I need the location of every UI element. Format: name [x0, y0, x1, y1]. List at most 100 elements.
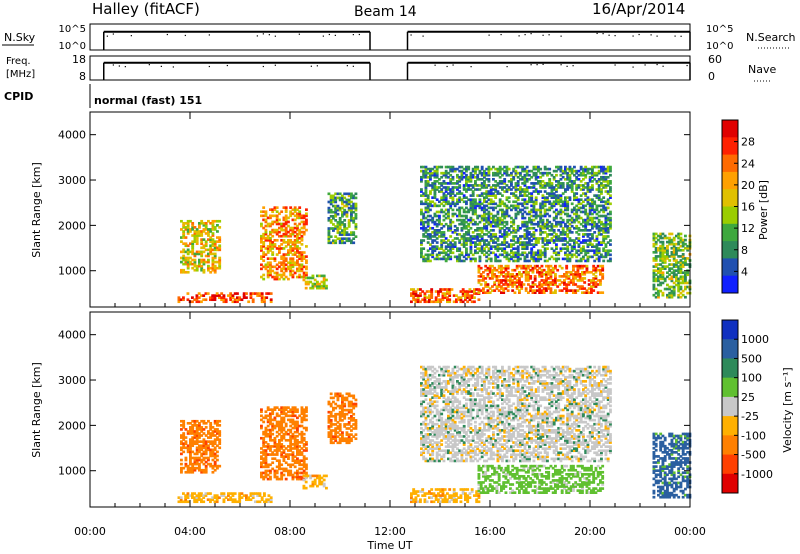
power-echo-cell [483, 182, 486, 185]
power-echo-cell [180, 228, 183, 231]
power-echo-cell [503, 202, 507, 206]
power-echo-cell [440, 182, 444, 185]
power-echo-cell [498, 231, 502, 234]
power-echo-cell [474, 200, 477, 204]
power-echo-cell [458, 184, 462, 187]
power-echo-cell [539, 208, 543, 212]
power-echo-cell [489, 245, 493, 248]
power-echo-cell [521, 198, 525, 202]
power-echo-cell [497, 264, 501, 268]
power-echo-cell [282, 265, 286, 269]
power-echo-cell [209, 248, 213, 252]
power-echo-cell [269, 298, 273, 302]
power-echo-cell [462, 194, 466, 197]
power-echo-cell [572, 277, 575, 280]
power-echo-cell [601, 291, 605, 294]
power-echo-cell [193, 260, 197, 264]
power-echo-cell [532, 226, 536, 230]
power-echo-cell [345, 200, 349, 204]
power-echo-cell [447, 239, 450, 242]
power-echo-cell [440, 188, 444, 191]
power-echo-cell [547, 281, 551, 284]
power-echo-cell [433, 188, 437, 191]
power-echo-cell [491, 268, 494, 272]
power-echo-cell [433, 220, 437, 224]
power-echo-cell [460, 177, 464, 181]
power-echo-cell [289, 251, 293, 254]
power-echo-cell [507, 188, 511, 191]
power-echo-cell [466, 294, 470, 297]
power-echo-cell [570, 202, 574, 206]
power-echo-cell [424, 192, 428, 195]
power-echo-cell [266, 249, 270, 252]
power-echo-cell [458, 233, 462, 236]
power-echo-cell [433, 235, 437, 238]
power-echo-cell [266, 216, 270, 220]
power-echo-cell [266, 275, 270, 279]
power-echo-cell [511, 279, 515, 282]
power-echo-cell [466, 290, 470, 293]
power-echo-cell [592, 279, 596, 282]
power-echo-cell [433, 165, 437, 169]
power-echo-cell [594, 277, 598, 280]
power-echo-cell [209, 266, 213, 270]
power-echo-cell [182, 296, 185, 299]
power-echo-cell [478, 188, 482, 191]
power-echo-cell [487, 202, 491, 206]
power-echo-cell [460, 243, 464, 246]
power-echo-cell [260, 298, 264, 302]
power-echo-cell [577, 237, 581, 240]
power-echo-cell [557, 257, 561, 261]
vel-echo-cell [305, 457, 308, 460]
power-echo-cell [452, 294, 456, 297]
power-echo-cell [494, 222, 498, 226]
power-echo-cell [435, 218, 439, 222]
power-echo-cell [528, 169, 531, 173]
power-echo-cell [483, 173, 486, 177]
power-echo-cell [494, 255, 498, 259]
power-echo-cell [325, 286, 328, 290]
power-echo-cell [442, 251, 446, 255]
power-echo-cell [480, 202, 484, 206]
power-echo-cell [218, 244, 222, 248]
power-echo-cell [489, 212, 493, 216]
power-echo-cell [341, 221, 344, 224]
power-echo-cell [460, 259, 464, 263]
power-echo-cell [492, 208, 495, 212]
power-echo-cell [547, 287, 551, 290]
nave-label: Nave [748, 63, 776, 76]
power-echo-cell [182, 230, 186, 233]
power-echo-cell [289, 228, 293, 232]
power-echo-cell [422, 229, 426, 232]
power-echo-cell [195, 242, 199, 246]
power-echo-cell [525, 169, 529, 173]
power-echo-cell [458, 190, 462, 193]
power-echo-cell [451, 200, 455, 204]
power-echo-cell [505, 255, 509, 259]
power-echo-cell [419, 300, 422, 304]
power-echo-cell [563, 272, 566, 276]
power-echo-cell [332, 229, 335, 232]
power-echo-cell [336, 196, 340, 200]
power-echo-cell [216, 260, 219, 264]
power-echo-cell [492, 165, 495, 169]
power-echo-cell [443, 288, 447, 291]
power-echo-cell [476, 175, 480, 179]
power-echo-cell [316, 280, 319, 284]
power-echo-cell [528, 192, 531, 195]
power-echo-cell [565, 287, 569, 290]
power-echo-cell [262, 236, 266, 240]
power-echo-cell [501, 220, 504, 224]
power-echo-cell [195, 236, 199, 239]
power-echo-cell [266, 273, 270, 277]
power-echo-cell [516, 175, 520, 179]
power-echo-cell [282, 238, 286, 242]
power-echo-cell [305, 208, 308, 212]
power-echo-cell [525, 171, 529, 175]
power-echo-cell [530, 235, 534, 238]
power-echo-cell [483, 222, 486, 226]
power-echo-cell [462, 224, 466, 228]
power-echo-cell [347, 223, 351, 226]
power-echo-cell [501, 200, 504, 204]
freq-point [148, 64, 150, 66]
